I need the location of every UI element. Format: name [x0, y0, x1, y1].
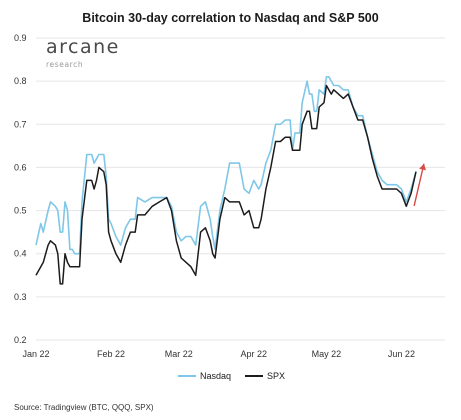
y-tick-label: 0.3	[14, 292, 27, 302]
y-tick-label: 0.2	[14, 335, 27, 345]
y-tick-label: 0.9	[14, 33, 27, 43]
legend-label-spx: SPX	[267, 371, 286, 381]
legend-item-nasdaq: Nasdaq	[178, 371, 231, 381]
trend-arrow-shaft	[413, 163, 425, 207]
brand-logo: arcane	[46, 36, 120, 58]
y-tick-label: 0.8	[14, 76, 27, 86]
trend-arrow-head	[419, 163, 427, 171]
series-line-spx	[35, 84, 417, 285]
legend-swatch-nasdaq	[178, 375, 196, 377]
series-line-nasdaq	[35, 76, 417, 255]
x-tick-label: May 22	[312, 349, 342, 359]
legend-label-nasdaq: Nasdaq	[200, 371, 232, 381]
x-tick-label: Feb 22	[97, 349, 125, 359]
x-tick-label: Apr 22	[241, 349, 268, 359]
y-tick-label: 0.7	[14, 119, 27, 129]
source-note: Source: Tradingview (BTC, QQQ, SPX)	[14, 403, 154, 412]
x-tick-label: Mar 22	[165, 349, 193, 359]
legend-swatch-spx	[245, 375, 263, 377]
x-tick-label: Jun 22	[388, 349, 415, 359]
x-tick-label: Jan 22	[22, 349, 49, 359]
y-tick-label: 0.5	[14, 206, 27, 216]
brand-logo-subtitle: research	[46, 60, 84, 69]
y-tick-label: 0.4	[14, 249, 27, 259]
y-tick-label: 0.6	[14, 162, 27, 172]
legend-item-spx: SPX	[245, 371, 285, 381]
legend: Nasdaq SPX	[0, 371, 461, 385]
chart-title: Bitcoin 30-day correlation to Nasdaq and…	[82, 11, 379, 25]
